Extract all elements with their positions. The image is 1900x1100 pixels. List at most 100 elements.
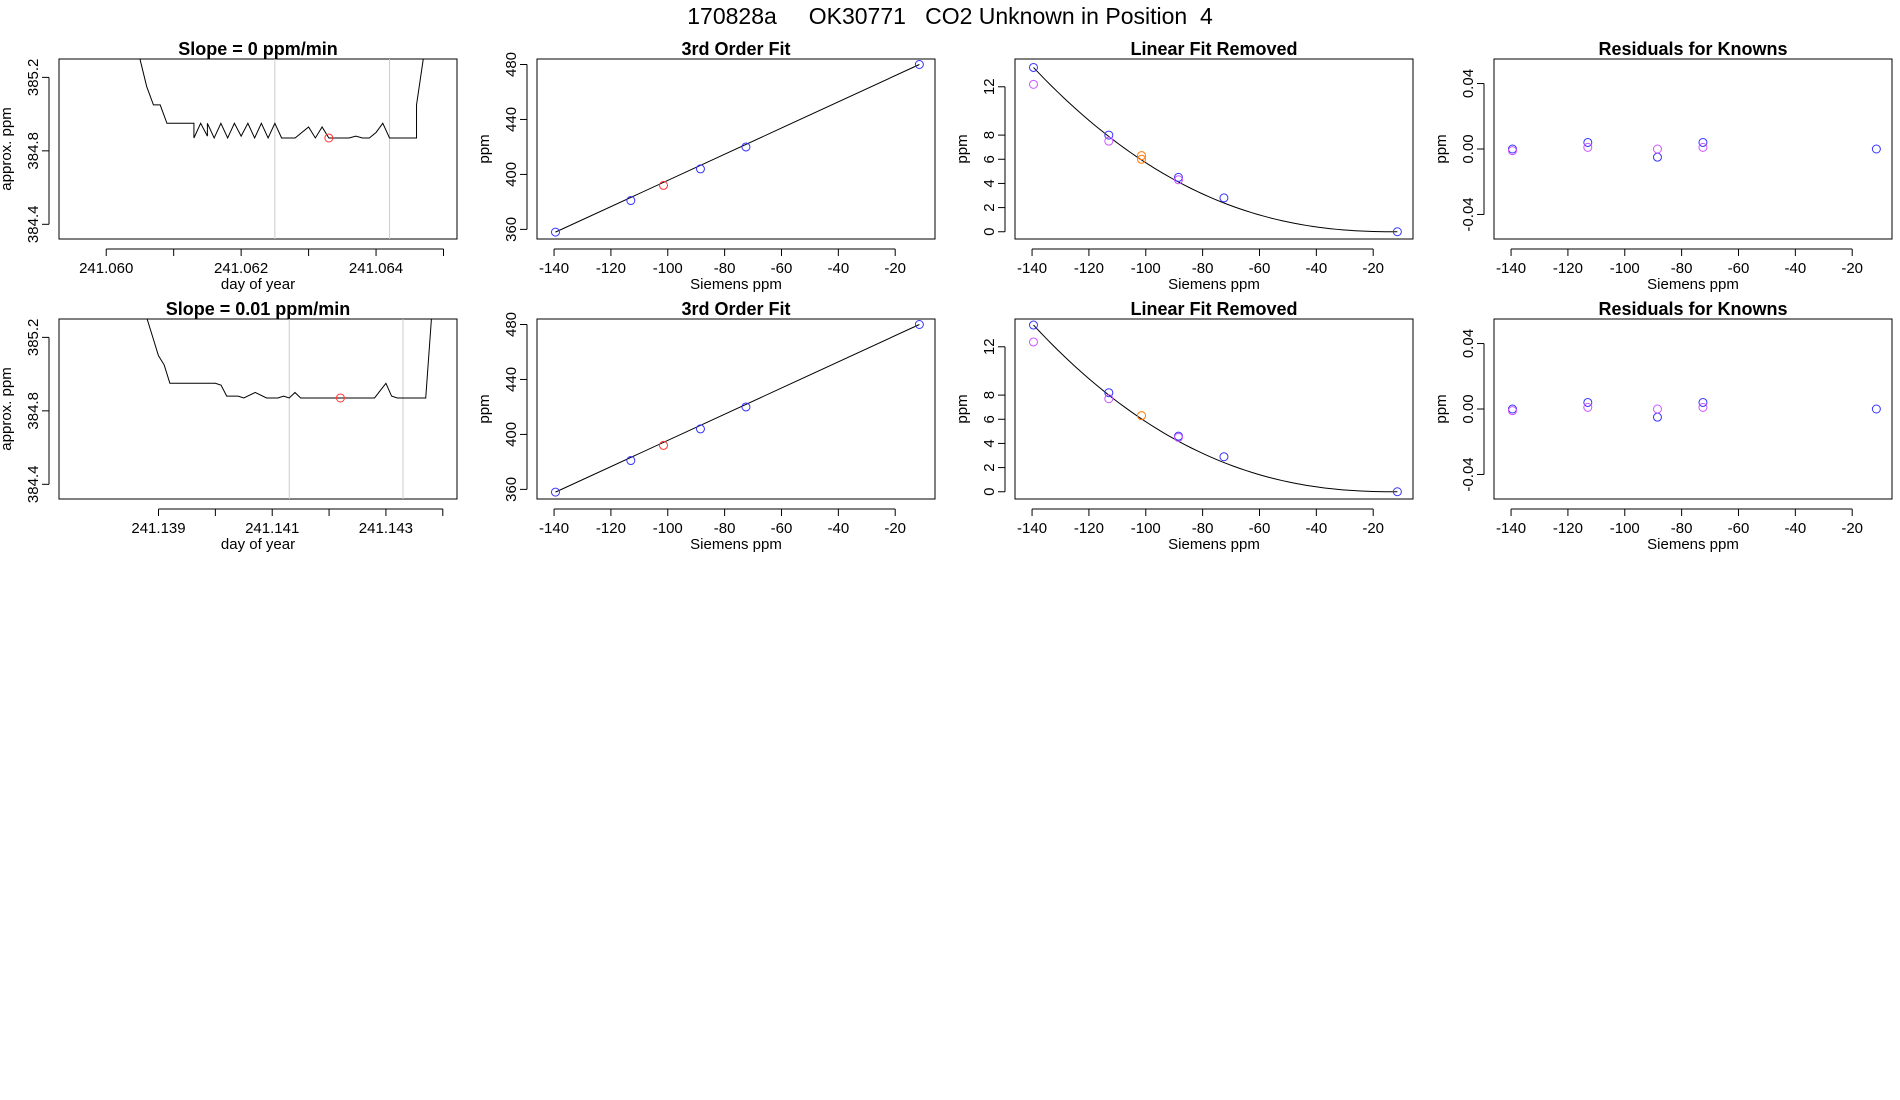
plot-data [555, 324, 920, 493]
y-tick-label: 2 [981, 203, 998, 211]
data-point-unknown_fit [1137, 411, 1147, 421]
x-tick-label: 241.062 [214, 260, 268, 277]
subplot-3: Linear Fit Removed -140 -120 -100 -80 -60 -40 -… [954, 39, 1414, 293]
data-point-known [1392, 487, 1402, 497]
plot-frame [58, 318, 458, 500]
x-tick-label: -60 [1728, 260, 1750, 277]
data-point-unknown [659, 180, 669, 190]
data-point-known [1219, 452, 1229, 462]
fit-line [555, 64, 920, 233]
x-tick-label: -120 [1074, 260, 1104, 277]
plot-data [139, 59, 424, 239]
plot-frame [1493, 318, 1893, 500]
subplot-1: Slope = 0 ppm/min 241.060 241.062 241.064 da… [0, 39, 458, 293]
data-point-known [914, 319, 924, 329]
data-point-known [1219, 193, 1229, 203]
x-axis-label: day of year [221, 276, 295, 293]
x-tick-label: -80 [1671, 520, 1693, 537]
data-point-known_alt [1507, 406, 1517, 416]
y-tick-label: 2 [981, 463, 998, 471]
y-tick-label: 384.4 [25, 466, 42, 504]
y-tick-label: 4 [981, 439, 998, 447]
y-tick-label: 8 [981, 391, 998, 399]
plot-data [146, 319, 432, 499]
y-tick-label: 12 [981, 78, 998, 95]
fit-line [555, 324, 920, 493]
plot-title: Linear Fit Removed [1130, 299, 1297, 319]
x-tick-label: -60 [1249, 260, 1271, 277]
y-axis-label: approx. ppm [0, 367, 15, 450]
y-axis-label: ppm [476, 394, 493, 423]
x-tick-label: -80 [714, 260, 736, 277]
plot-frame [1493, 58, 1893, 240]
y-tick-label: 0.04 [1460, 329, 1477, 358]
data-point-known [550, 227, 560, 237]
plot-frame [536, 58, 936, 240]
x-tick-label: -140 [1496, 260, 1526, 277]
y-tick-label: 440 [503, 107, 520, 132]
y-axis-label: ppm [476, 134, 493, 163]
y-tick-label: -0.04 [1460, 197, 1477, 231]
x-tick-label: -80 [714, 520, 736, 537]
plot-title: Slope = 0.01 ppm/min [166, 299, 351, 319]
x-tick-label: -20 [1362, 260, 1384, 277]
page-title: 170828a OK30771 CO2 Unknown in Position … [687, 3, 1213, 29]
y-axis-label: ppm [1433, 134, 1450, 163]
plot-frame [1014, 58, 1414, 240]
data-point-known_alt [1104, 136, 1114, 146]
x-tick-label: 241.064 [349, 260, 403, 277]
x-tick-label: -40 [1784, 520, 1806, 537]
plot-title: 3rd Order Fit [681, 299, 790, 319]
data-point-known_alt [1583, 402, 1593, 412]
data-point-known [1583, 397, 1593, 407]
data-point-known_alt [1652, 404, 1662, 414]
y-axis-label: ppm [1433, 394, 1450, 423]
x-tick-label: -80 [1192, 520, 1214, 537]
data-point-known [1871, 404, 1881, 414]
x-axis-label: Siemens ppm [1168, 276, 1260, 293]
subplot-7: Linear Fit Removed -140 -120 -100 -80 -60 -40 -… [954, 299, 1414, 553]
data-point-known [1698, 397, 1708, 407]
y-tick-label: -0.04 [1460, 457, 1477, 491]
subplot-4: Residuals for Knowns -140 -120 -100 -80 -60 -4… [1433, 39, 1893, 293]
x-axis-label: Siemens ppm [690, 536, 782, 553]
plot-frame [536, 318, 936, 500]
x-tick-label: -20 [1841, 520, 1863, 537]
y-tick-label: 4 [981, 179, 998, 187]
x-tick-label: -40 [827, 520, 849, 537]
y-tick-label: 400 [503, 422, 520, 447]
x-axis-label: Siemens ppm [690, 276, 782, 293]
y-tick-label: 385.2 [25, 59, 42, 97]
x-tick-label: 241.141 [245, 520, 299, 537]
plot-data [1033, 324, 1398, 493]
plot-title: Linear Fit Removed [1130, 39, 1297, 59]
data-point-known [1104, 130, 1114, 140]
x-tick-label: -60 [1728, 520, 1750, 537]
data-point-known [741, 142, 751, 152]
x-tick-label: -140 [1017, 520, 1047, 537]
x-tick-label: -60 [771, 520, 793, 537]
x-tick-label: -80 [1192, 260, 1214, 277]
x-tick-label: 241.139 [131, 520, 185, 537]
x-tick-label: -20 [1362, 520, 1384, 537]
x-tick-label: -80 [1671, 260, 1693, 277]
data-point-known [741, 402, 751, 412]
x-tick-label: -20 [884, 520, 906, 537]
y-axis-label: ppm [954, 394, 971, 423]
x-tick-label: -40 [1305, 260, 1327, 277]
x-tick-label: 241.143 [359, 520, 413, 537]
y-tick-label: 440 [503, 367, 520, 392]
data-point-known [626, 196, 636, 206]
plot-title: 3rd Order Fit [681, 39, 790, 59]
x-tick-label: -140 [539, 260, 569, 277]
plot-title: Slope = 0 ppm/min [178, 39, 338, 59]
y-tick-label: 360 [503, 217, 520, 242]
x-tick-label: -140 [1017, 260, 1047, 277]
data-point-known [914, 59, 924, 69]
data-point-known [1871, 144, 1881, 154]
x-tick-label: -100 [1131, 520, 1161, 537]
series-line [139, 59, 424, 140]
x-axis-label: Siemens ppm [1647, 536, 1739, 553]
x-tick-label: -140 [1496, 520, 1526, 537]
